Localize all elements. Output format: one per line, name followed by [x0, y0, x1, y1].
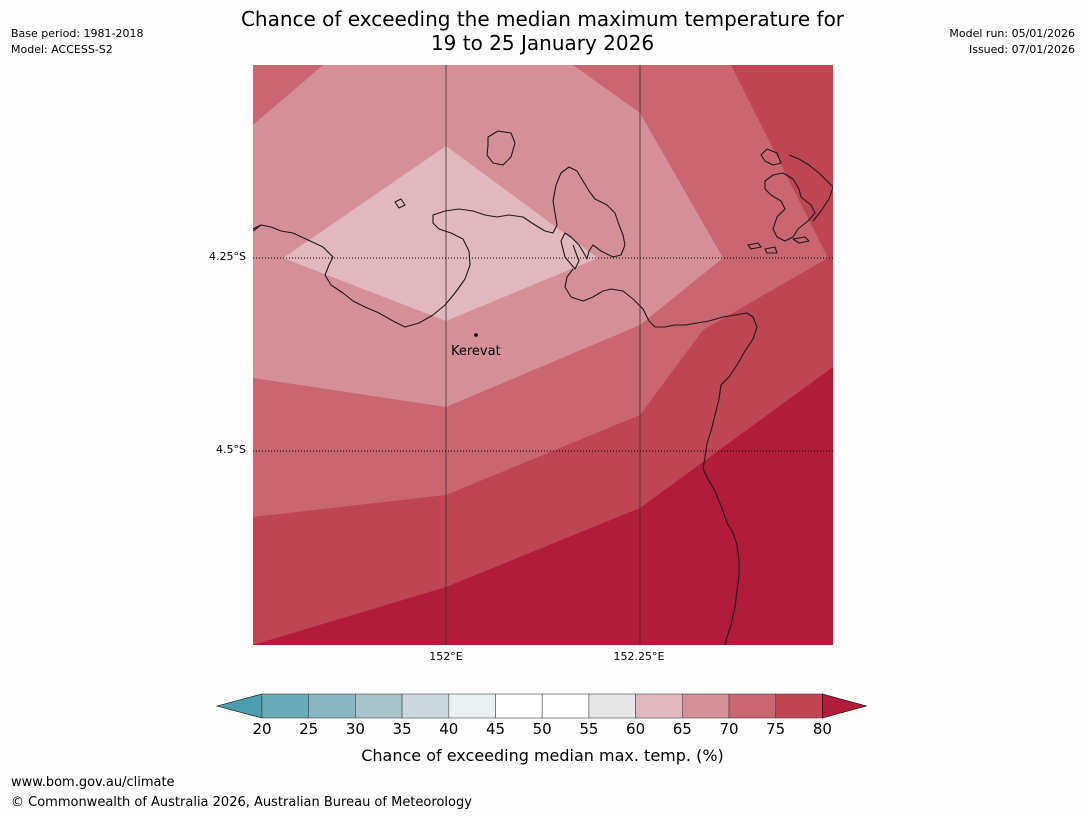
colorbar-segment: [775, 693, 823, 719]
colorbar-segment: [401, 693, 450, 719]
colorbar-segment: [681, 693, 730, 719]
lat-label-4-25: 4.25°S: [209, 250, 246, 263]
colorbar-tick-label: 75: [766, 720, 786, 738]
map-title: Chance of exceeding the median maximum t…: [0, 7, 1085, 55]
model-text: Model: ACCESS-S2: [11, 43, 113, 56]
colorbar-tick-label: 65: [672, 720, 692, 738]
lon-label-152-25: 152.25°E: [613, 650, 665, 663]
title-line-2: 19 to 25 January 2026: [430, 31, 655, 55]
colorbar-segment: [728, 693, 777, 719]
colorbar-segment: [495, 693, 543, 719]
colorbar-segment: [261, 693, 310, 719]
issued-text: Issued: 07/01/2026: [968, 43, 1075, 56]
colorbar-segment: [355, 693, 403, 719]
coastline: [253, 130, 833, 645]
lat-label-4-5: 4.5°S: [216, 443, 246, 456]
colorbar-tick-label: 50: [532, 720, 552, 738]
colorbar-tick-label: 60: [626, 720, 646, 738]
footer-url[interactable]: www.bom.gov.au/climate: [11, 775, 175, 790]
kerevat-marker: [474, 333, 478, 337]
probability-map: Kerevat: [253, 65, 833, 645]
base-period-text: Base period: 1981-2018: [11, 27, 144, 40]
colorbar: [215, 693, 868, 719]
band-60: [283, 146, 598, 321]
colorbar-label: Chance of exceeding median max. temp. (%…: [361, 746, 724, 765]
colorbar-tick-label: 30: [345, 720, 365, 738]
colorbar-segment: [308, 693, 356, 719]
colorbar-arrow-high: [822, 693, 868, 719]
lon-label-152: 152°E: [429, 650, 463, 663]
colorbar-tick-label: 25: [299, 720, 319, 738]
colorbar-tick-label: 45: [485, 720, 506, 738]
colorbar-arrow-low: [215, 693, 263, 719]
colorbar-tick-label: 20: [252, 720, 272, 738]
colorbar-tick-label: 55: [579, 720, 599, 738]
title-line-1: Chance of exceeding the median maximum t…: [240, 7, 845, 31]
meta-left: Base period: 1981-2018 Model: ACCESS-S2: [11, 26, 143, 58]
colorbar-tick-label: 40: [439, 720, 459, 738]
colorbar-tick-label: 70: [719, 720, 739, 738]
kerevat-label: Kerevat: [451, 344, 501, 359]
colorbar-segment: [635, 693, 683, 719]
colorbar-tick-label: 80: [812, 720, 832, 738]
model-run-text: Model run: 05/01/2026: [949, 27, 1075, 40]
colorbar-segment: [448, 693, 496, 719]
colorbar-segment: [588, 693, 636, 719]
colorbar-segment: [541, 693, 590, 719]
footer-copyright: © Commonwealth of Australia 2026, Austra…: [11, 795, 472, 810]
colorbar-tick-label: 35: [392, 720, 412, 738]
meta-right: Model run: 05/01/2026 Issued: 07/01/2026: [949, 26, 1075, 58]
